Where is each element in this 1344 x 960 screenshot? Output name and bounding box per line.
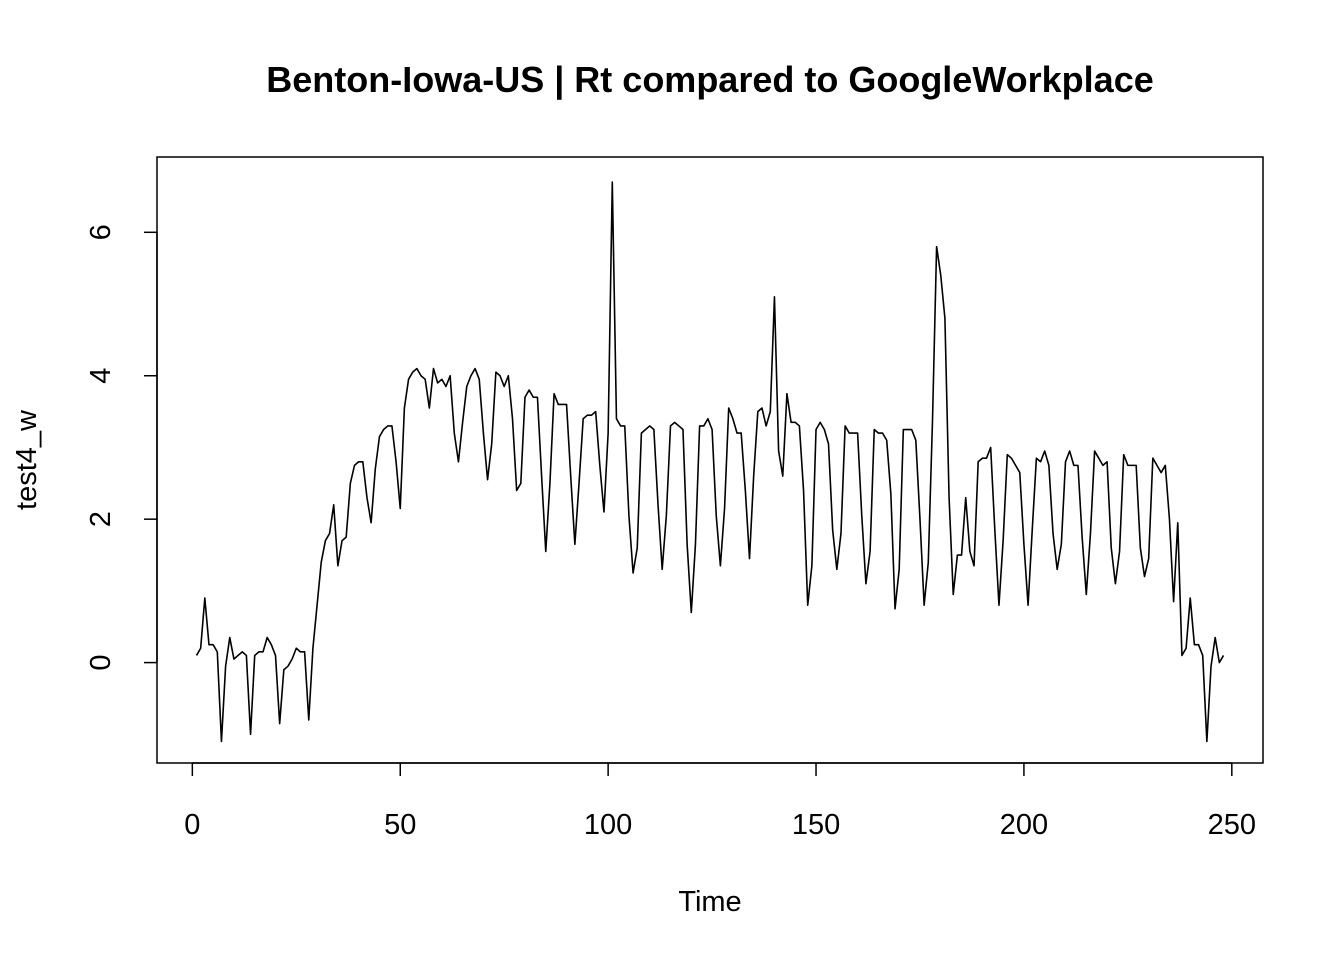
x-tick-label: 0 xyxy=(184,809,200,841)
y-axis-label: test4_w xyxy=(11,409,43,510)
y-tick-label: 4 xyxy=(85,368,117,384)
x-axis-label: Time xyxy=(678,886,741,918)
y-axis: 0 2 4 6 xyxy=(85,224,158,671)
x-tick-label: 150 xyxy=(792,809,840,841)
plot-area-frame xyxy=(156,156,1264,764)
chart-title: Benton-Iowa-US | Rt compared to GoogleWo… xyxy=(266,59,1153,101)
x-axis: 0 50 100 150 200 250 xyxy=(184,762,1256,841)
x-tick-label: 250 xyxy=(1208,809,1256,841)
y-tick-label: 0 xyxy=(85,655,117,671)
x-tick-label: 200 xyxy=(1000,809,1048,841)
y-tick-label: 6 xyxy=(85,224,117,240)
x-tick-label: 50 xyxy=(384,809,416,841)
series-line xyxy=(195,181,1225,743)
x-tick-label: 100 xyxy=(584,809,632,841)
y-tick-label: 2 xyxy=(85,511,117,527)
